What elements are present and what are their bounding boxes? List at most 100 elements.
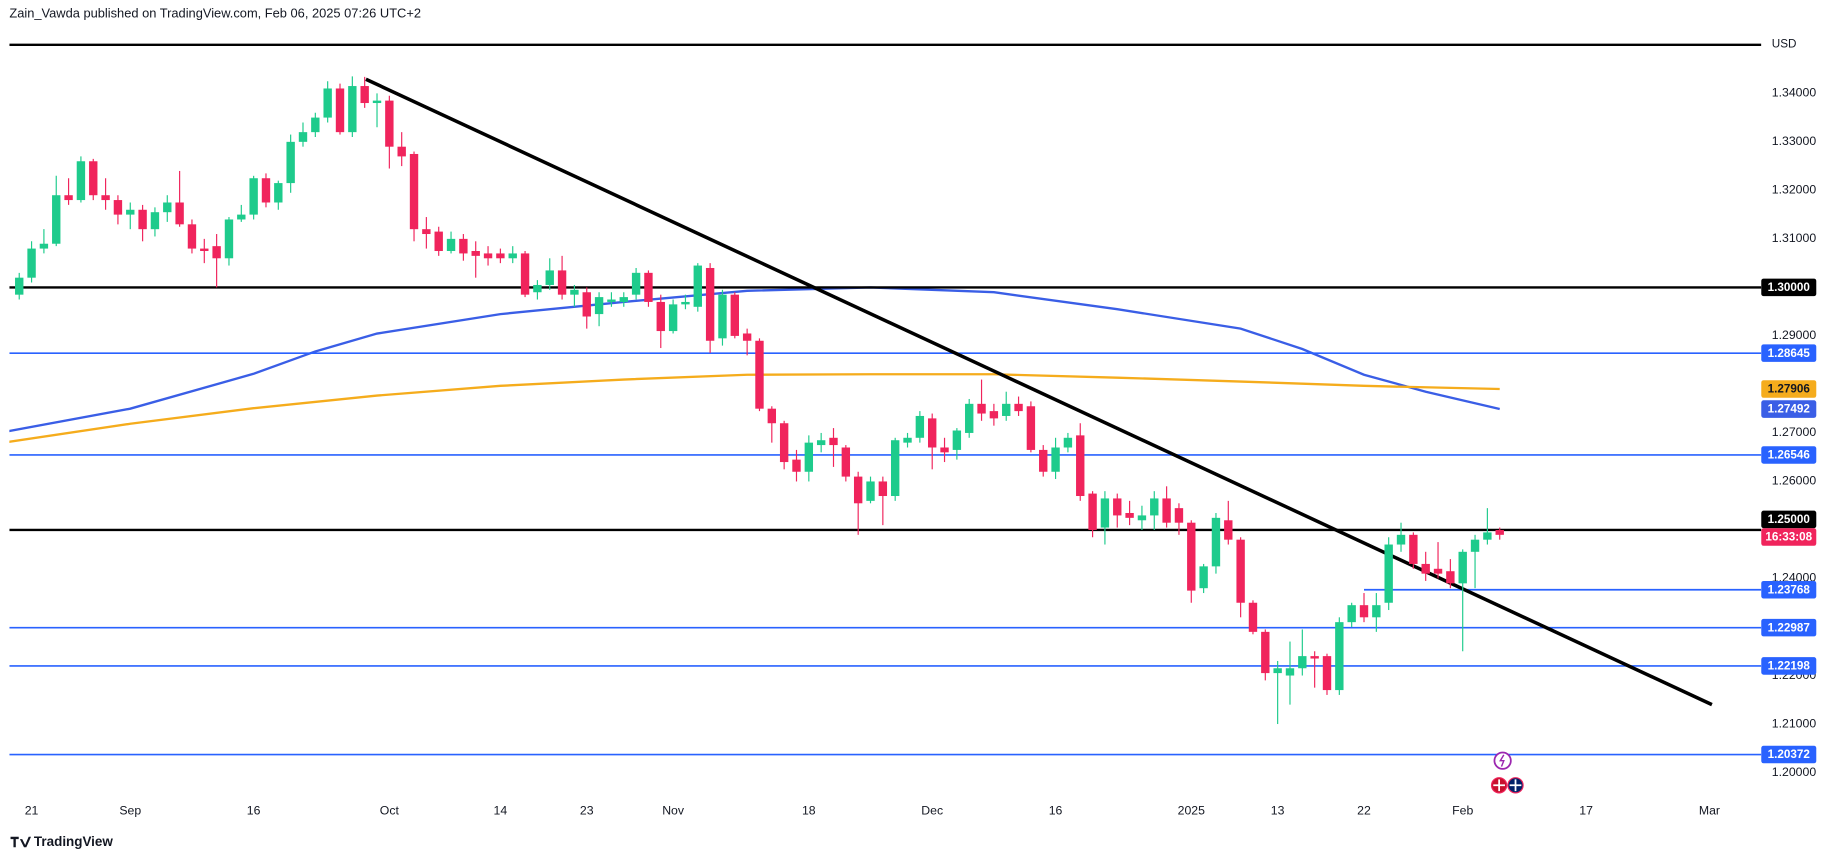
candle-body bbox=[1088, 493, 1097, 530]
x-tick-label: Nov bbox=[662, 803, 685, 817]
x-tick-label: 17 bbox=[1579, 803, 1593, 817]
price-tag-label: 16:33:08 bbox=[1765, 531, 1812, 544]
trend-line bbox=[365, 77, 1713, 707]
price-tag bbox=[1761, 618, 1817, 637]
x-tick-label: 14 bbox=[494, 803, 508, 817]
y-tick-label: 1.26000 bbox=[1772, 474, 1817, 488]
candle-body bbox=[792, 459, 801, 472]
price-tag bbox=[1761, 657, 1817, 675]
candle-body bbox=[1384, 544, 1393, 603]
price-tag bbox=[1761, 380, 1817, 398]
price-tag-label: 1.22987 bbox=[1768, 621, 1810, 634]
candle-body bbox=[1039, 449, 1048, 472]
candle-body bbox=[508, 253, 517, 259]
candle-body bbox=[1396, 534, 1406, 545]
candle-body bbox=[619, 297, 628, 302]
candle-body bbox=[1174, 508, 1184, 523]
candle-body bbox=[237, 214, 246, 220]
x-tick-label: 18 bbox=[802, 803, 816, 817]
y-tick-label: 1.29000 bbox=[1772, 328, 1817, 342]
candle-body bbox=[1063, 437, 1073, 448]
candle-body bbox=[1421, 563, 1430, 574]
candle-body bbox=[693, 265, 702, 307]
candle-body bbox=[989, 411, 999, 419]
candle-body bbox=[1285, 668, 1295, 676]
currency: USD bbox=[1772, 38, 1797, 51]
candle-body bbox=[483, 253, 493, 259]
x-tick-label: Dec bbox=[921, 803, 943, 817]
x-tick-label: 21 bbox=[25, 803, 39, 817]
price-tag-label: 1.20372 bbox=[1768, 748, 1811, 761]
candle-body bbox=[878, 481, 888, 497]
price-tag-label: 1.27906 bbox=[1768, 383, 1811, 396]
candle-body bbox=[212, 246, 221, 259]
price-tag-label: 1.28645 bbox=[1768, 347, 1811, 360]
candle-body bbox=[409, 153, 419, 230]
candle-body bbox=[594, 297, 604, 315]
candle-body bbox=[1187, 522, 1196, 591]
price-tag bbox=[1761, 278, 1817, 297]
candle-body bbox=[952, 430, 962, 450]
candle-body bbox=[1322, 656, 1332, 691]
candle-body bbox=[434, 231, 443, 252]
candle-body bbox=[1273, 668, 1282, 674]
candle-body bbox=[1014, 403, 1023, 412]
candle-body bbox=[298, 132, 308, 142]
candle-body bbox=[607, 299, 616, 302]
candle-body bbox=[1236, 539, 1245, 603]
candle-body bbox=[1347, 605, 1356, 623]
y-tick-label: 1.27000 bbox=[1772, 425, 1817, 439]
candle-body bbox=[39, 243, 49, 249]
candle-body bbox=[1076, 435, 1085, 497]
candle-body bbox=[360, 86, 369, 104]
candle-body bbox=[1211, 517, 1221, 567]
x-tick-label: Oct bbox=[380, 803, 400, 817]
candle-body bbox=[1248, 602, 1258, 632]
candle-body bbox=[644, 272, 653, 302]
candle-body bbox=[348, 86, 357, 133]
candle-body bbox=[1372, 605, 1381, 618]
candle-body bbox=[1150, 498, 1159, 516]
candle-body bbox=[1137, 515, 1147, 521]
candle-body bbox=[471, 251, 480, 256]
candle-body bbox=[915, 415, 925, 438]
candle-body bbox=[1433, 568, 1443, 574]
x-tick-label: 2025 bbox=[1178, 803, 1205, 817]
candle-body bbox=[582, 292, 591, 317]
candle-body bbox=[446, 238, 456, 252]
x-tick-label: 23 bbox=[580, 803, 594, 817]
candle-body bbox=[1199, 566, 1208, 589]
candle-body bbox=[1458, 551, 1467, 584]
candle-body bbox=[76, 161, 86, 201]
candle-body bbox=[570, 289, 579, 295]
candle-body bbox=[89, 161, 98, 196]
candle-body bbox=[496, 253, 505, 259]
candle-body bbox=[1162, 498, 1171, 523]
candle-body bbox=[557, 270, 567, 295]
candle-body bbox=[1100, 498, 1110, 528]
candle-body bbox=[150, 212, 160, 230]
x-tick-label: Sep bbox=[119, 803, 141, 817]
moving-average bbox=[9, 373, 1500, 443]
x-tick-label: 13 bbox=[1271, 803, 1285, 817]
candle-body bbox=[1310, 656, 1319, 659]
candle-body bbox=[742, 333, 752, 341]
candle-body bbox=[730, 294, 739, 336]
candle-body bbox=[816, 440, 826, 446]
candle-body bbox=[718, 294, 727, 339]
candle-body bbox=[804, 442, 814, 472]
candle-body bbox=[1335, 622, 1344, 691]
candle-body bbox=[853, 476, 863, 504]
candle-body bbox=[1113, 498, 1122, 516]
y-tick-label: 1.34000 bbox=[1772, 86, 1817, 100]
price-tag-label: 1.26546 bbox=[1768, 449, 1811, 462]
candle-body bbox=[656, 301, 665, 332]
candle-body bbox=[1224, 520, 1233, 540]
candle-body bbox=[705, 267, 715, 341]
candle-body bbox=[261, 178, 271, 203]
candle-body bbox=[903, 437, 912, 443]
y-tick-label: 1.20000 bbox=[1772, 765, 1817, 779]
footer-logo bbox=[10, 836, 32, 848]
candle-body bbox=[755, 340, 764, 409]
